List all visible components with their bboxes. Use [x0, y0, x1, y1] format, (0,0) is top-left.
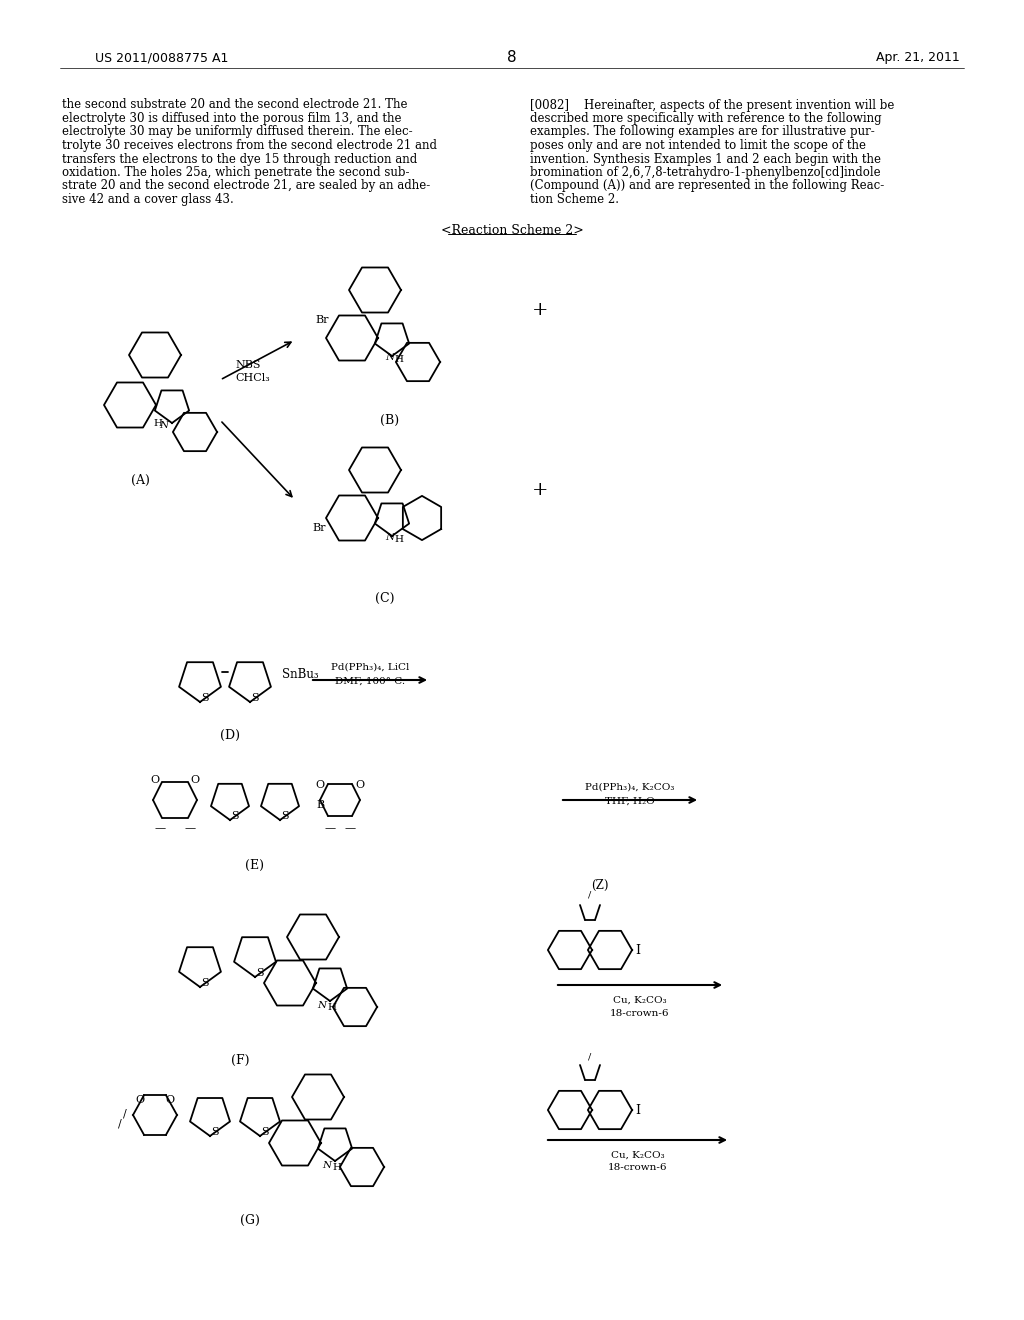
Text: +: +: [531, 301, 548, 319]
Text: (C): (C): [375, 591, 394, 605]
Text: Cu, K₂CO₃: Cu, K₂CO₃: [611, 1151, 665, 1159]
Text: DMF, 100° C.: DMF, 100° C.: [335, 676, 406, 685]
Text: (Z): (Z): [591, 879, 608, 891]
Text: the second substrate 20 and the second electrode 21. The: the second substrate 20 and the second e…: [62, 99, 408, 111]
Text: NBS: NBS: [234, 360, 260, 370]
Text: 18-crown-6: 18-crown-6: [610, 1008, 670, 1018]
Text: N: N: [317, 1001, 327, 1010]
Text: O: O: [315, 780, 325, 789]
Text: <Reaction Scheme 2>: <Reaction Scheme 2>: [440, 223, 584, 236]
Text: (Compound (A)) and are represented in the following Reac-: (Compound (A)) and are represented in th…: [530, 180, 885, 193]
Text: 8: 8: [507, 50, 517, 66]
Text: —: —: [184, 822, 196, 833]
Text: described more specifically with reference to the following: described more specifically with referen…: [530, 112, 882, 125]
Text: /: /: [118, 1118, 122, 1129]
Text: N: N: [323, 1160, 332, 1170]
Text: O: O: [151, 775, 160, 785]
Text: O: O: [190, 775, 200, 785]
Text: sive 42 and a cover glass 43.: sive 42 and a cover glass 43.: [62, 193, 233, 206]
Text: transfers the electrons to the dye 15 through reduction and: transfers the electrons to the dye 15 th…: [62, 153, 417, 165]
Text: invention. Synthesis Examples 1 and 2 each begin with the: invention. Synthesis Examples 1 and 2 ea…: [530, 153, 881, 165]
Text: Apr. 21, 2011: Apr. 21, 2011: [877, 51, 961, 65]
Text: Cu, K₂CO₃: Cu, K₂CO₃: [613, 995, 667, 1005]
Text: H: H: [394, 536, 403, 544]
Text: I: I: [636, 944, 640, 957]
Text: (D): (D): [220, 729, 240, 742]
Text: I: I: [636, 1104, 640, 1117]
Text: H: H: [394, 355, 403, 364]
Text: oxidation. The holes 25a, which penetrate the second sub-: oxidation. The holes 25a, which penetrat…: [62, 166, 410, 180]
Text: N: N: [385, 354, 394, 363]
Text: S: S: [201, 978, 209, 987]
Text: (A): (A): [131, 474, 150, 487]
Text: B: B: [316, 800, 324, 810]
Text: —: —: [344, 822, 355, 833]
Text: —: —: [155, 822, 166, 833]
Text: CHCl₃: CHCl₃: [234, 374, 269, 383]
Text: strate 20 and the second electrode 21, are sealed by an adhe-: strate 20 and the second electrode 21, a…: [62, 180, 430, 193]
Text: Br: Br: [315, 315, 329, 325]
Text: O: O: [355, 780, 365, 789]
Text: trolyte 30 receives electrons from the second electrode 21 and: trolyte 30 receives electrons from the s…: [62, 139, 437, 152]
Text: S: S: [282, 810, 289, 821]
Text: (B): (B): [381, 413, 399, 426]
Text: N: N: [160, 421, 169, 429]
Text: (E): (E): [246, 858, 264, 871]
Text: bromination of 2,6,7,8-tetrahydro-1-phenylbenzo[cd]indole: bromination of 2,6,7,8-tetrahydro-1-phen…: [530, 166, 881, 180]
Text: S: S: [211, 1127, 219, 1137]
Text: +: +: [531, 480, 548, 499]
Text: THF, H₂O: THF, H₂O: [605, 796, 655, 805]
Text: O: O: [135, 1096, 144, 1105]
Text: 18-crown-6: 18-crown-6: [608, 1163, 668, 1172]
Text: H: H: [328, 1002, 337, 1011]
Text: (G): (G): [240, 1213, 260, 1226]
Text: S: S: [261, 1127, 269, 1137]
Text: (F): (F): [230, 1053, 249, 1067]
Text: H: H: [154, 418, 163, 428]
Text: O: O: [166, 1096, 174, 1105]
Text: —: —: [325, 822, 336, 833]
Text: SnBu₃: SnBu₃: [282, 668, 318, 681]
Text: electrolyte 30 may be uniformly diffused therein. The elec-: electrolyte 30 may be uniformly diffused…: [62, 125, 413, 139]
Text: poses only and are not intended to limit the scope of the: poses only and are not intended to limit…: [530, 139, 866, 152]
Text: N: N: [385, 533, 394, 543]
Text: Pd(PPh₃)₄, K₂CO₃: Pd(PPh₃)₄, K₂CO₃: [586, 783, 675, 792]
Text: US 2011/0088775 A1: US 2011/0088775 A1: [95, 51, 228, 65]
Text: S: S: [251, 693, 259, 704]
Text: /: /: [123, 1107, 127, 1118]
Text: Br: Br: [312, 523, 326, 533]
Text: /: /: [589, 1052, 592, 1061]
Text: electrolyte 30 is diffused into the porous film 13, and the: electrolyte 30 is diffused into the poro…: [62, 112, 401, 125]
Text: tion Scheme 2.: tion Scheme 2.: [530, 193, 618, 206]
Text: S: S: [231, 810, 239, 821]
Text: /: /: [589, 891, 592, 899]
Text: S: S: [256, 968, 264, 978]
Text: examples. The following examples are for illustrative pur-: examples. The following examples are for…: [530, 125, 874, 139]
Text: S: S: [201, 693, 209, 704]
Text: H: H: [333, 1163, 341, 1172]
Text: Pd(PPh₃)₄, LiCl: Pd(PPh₃)₄, LiCl: [331, 663, 410, 672]
Text: [0082]    Hereinafter, aspects of the present invention will be: [0082] Hereinafter, aspects of the prese…: [530, 99, 894, 111]
